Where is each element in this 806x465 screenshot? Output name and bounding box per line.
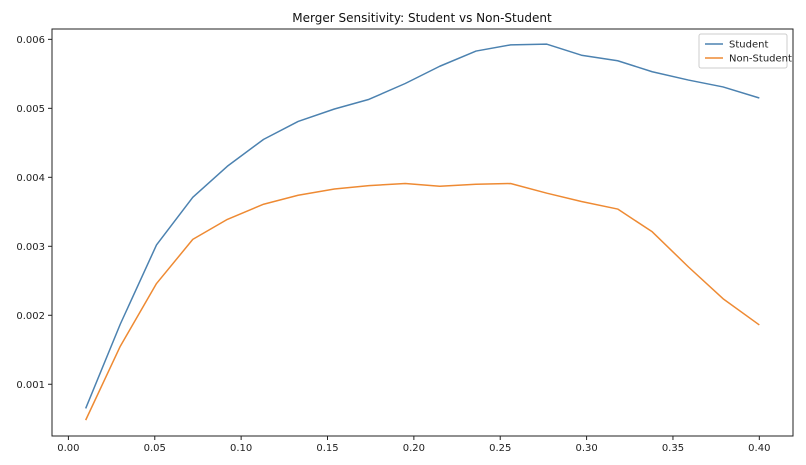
- y-tick-label: 0.002: [16, 311, 45, 322]
- x-tick-label: 0.20: [403, 443, 425, 454]
- y-tick-label: 0.003: [16, 242, 45, 253]
- chart-title: Merger Sensitivity: Student vs Non-Stude…: [292, 11, 552, 25]
- y-tick-label: 0.004: [16, 173, 45, 184]
- y-tick-label: 0.001: [16, 380, 45, 391]
- legend: Student Non-Student: [698, 33, 792, 69]
- legend-box: [698, 33, 788, 69]
- series-line-non-student: [85, 182, 760, 421]
- y-tick-label: 0.006: [16, 35, 45, 46]
- legend-label-student: Student: [729, 40, 768, 51]
- legend-label-non-student: Non-Student: [729, 54, 792, 65]
- x-tick-label: 0.35: [662, 443, 684, 454]
- x-tick-label: 0.10: [230, 443, 252, 454]
- x-tick-label: 0.15: [316, 443, 338, 454]
- x-tick-label: 0.25: [489, 443, 511, 454]
- axes-frame: [51, 28, 794, 437]
- y-tick-label: 0.005: [16, 104, 45, 115]
- x-tick-label: 0.05: [144, 443, 166, 454]
- series-line-student: [84, 43, 760, 409]
- x-tick-label: 0.00: [57, 443, 79, 454]
- x-tick-label: 0.30: [575, 443, 597, 454]
- x-tick-label: 0.40: [748, 443, 770, 454]
- plot-area: 0.00 0.05 0.10 0.15 0.20 0.25 0.30 0.35 0.40 0.00…: [16, 28, 794, 454]
